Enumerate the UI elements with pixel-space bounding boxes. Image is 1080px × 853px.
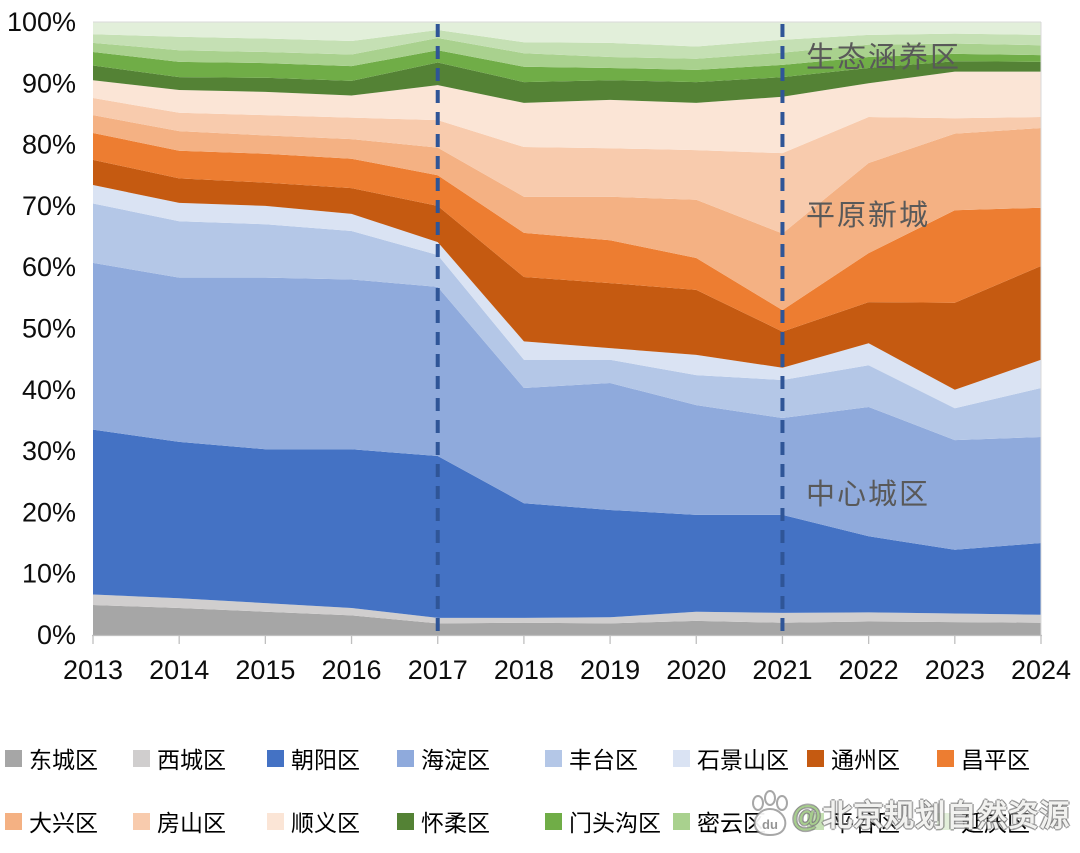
legend-item-tongzhou: 通州区 xyxy=(807,746,900,773)
x-axis-label: 2013 xyxy=(63,655,123,685)
area-daxing xyxy=(93,115,1041,311)
legend-label-tongzhou: 通州区 xyxy=(831,747,900,773)
y-axis-label: 10% xyxy=(22,559,76,589)
area-shunyi xyxy=(93,71,1041,154)
area-xicheng xyxy=(93,594,1041,624)
legend-label-haidian: 海淀区 xyxy=(421,747,490,773)
y-axis-label: 50% xyxy=(22,314,76,344)
legend-swatch-chaoyang xyxy=(267,749,284,767)
y-axis-label: 90% xyxy=(22,68,76,98)
baidu-paw-icon: du xyxy=(752,790,788,837)
x-axis-label: 2022 xyxy=(839,655,899,685)
legend-label-shunyi: 顺义区 xyxy=(291,810,360,836)
legend-swatch-mentougou xyxy=(545,812,562,830)
legend-swatch-shijingshan xyxy=(673,749,690,767)
legend-swatch-huairou xyxy=(397,812,414,830)
legend-item-huairou: 怀柔区 xyxy=(397,809,490,836)
legend-item-dongcheng: 东城区 xyxy=(5,746,98,773)
x-axis-label: 2015 xyxy=(235,655,295,685)
area-fangshan xyxy=(93,98,1041,234)
legend-item-daxing: 大兴区 xyxy=(5,809,98,836)
legend-item-changping: 昌平区 xyxy=(937,746,1030,773)
x-axis-label: 2019 xyxy=(580,655,640,685)
legend-item-fengtai: 丰台区 xyxy=(545,746,638,773)
legend-label-dongcheng: 东城区 xyxy=(29,747,98,773)
legend-swatch-xicheng xyxy=(133,749,150,767)
area-fengtai xyxy=(93,203,1041,441)
y-axis-label: 0% xyxy=(37,620,76,650)
y-axis-label: 40% xyxy=(22,375,76,405)
annotation-ecological-conservation-area: 生态涵养区 xyxy=(806,42,962,74)
y-axis-label: 30% xyxy=(22,436,76,466)
legend-swatch-dongcheng xyxy=(5,749,22,767)
x-axis-label: 2024 xyxy=(1011,655,1071,685)
legend-swatch-changping xyxy=(937,749,954,767)
stacked-area-chart: 0% 10% 20% 30% 40% 50% 60% 70% 80% 90% 100% 2013 201… xyxy=(7,7,1071,685)
area-tongzhou xyxy=(93,159,1041,390)
watermark-at-sign: @ xyxy=(792,800,823,833)
y-axis-label: 100% xyxy=(7,7,76,37)
legend-label-daxing: 大兴区 xyxy=(29,810,98,836)
area-dongcheng xyxy=(93,604,1041,635)
legend-item-shijingshan: 石景山区 xyxy=(673,746,789,773)
legend-label-fengtai: 丰台区 xyxy=(569,747,638,773)
annotation-plain-new-towns: 平原新城 xyxy=(806,200,931,232)
x-axis-label: 2018 xyxy=(494,655,554,685)
x-axis-label: 2021 xyxy=(752,655,812,685)
area-haidian xyxy=(93,262,1041,550)
legend-swatch-tongzhou xyxy=(807,749,824,767)
legend-label-fangshan: 房山区 xyxy=(157,810,226,836)
area-chaoyang xyxy=(93,429,1041,618)
legend-label-changping: 昌平区 xyxy=(961,747,1030,773)
legend-swatch-fangshan xyxy=(133,812,150,830)
y-axis-label: 80% xyxy=(22,130,76,160)
legend-label-chaoyang: 朝阳区 xyxy=(291,747,360,773)
x-axis-label: 2020 xyxy=(666,655,726,685)
legend-swatch-miyun xyxy=(673,812,690,830)
x-axis-label: 2017 xyxy=(408,655,468,685)
y-axis-label: 20% xyxy=(22,497,76,527)
x-axis-label: 2016 xyxy=(322,655,382,685)
paw-icon-label: du xyxy=(762,817,778,832)
area-pinggu xyxy=(93,29,1041,59)
legend-item-chaoyang: 朝阳区 xyxy=(267,746,360,773)
area-yanqing xyxy=(93,22,1041,47)
x-axis-label: 2014 xyxy=(149,655,209,685)
area-mentougou xyxy=(93,50,1041,83)
legend-item-mentougou: 门头沟区 xyxy=(545,809,661,836)
watermark-text: @北京规划自然资源 xyxy=(792,800,1071,833)
legend-label-mentougou: 门头沟区 xyxy=(569,810,661,836)
area-miyun xyxy=(93,37,1041,70)
legend-item-shunyi: 顺义区 xyxy=(267,809,360,836)
area-changping xyxy=(93,132,1041,332)
legend-item-xicheng: 西城区 xyxy=(133,746,226,773)
area-shijingshan xyxy=(93,185,1041,409)
legend-swatch-haidian xyxy=(397,749,414,767)
area-huairou xyxy=(93,61,1041,103)
legend-label-huairou: 怀柔区 xyxy=(421,810,490,836)
legend-swatch-fengtai xyxy=(545,749,562,767)
legend-item-haidian: 海淀区 xyxy=(397,746,490,773)
y-axis-label: 70% xyxy=(22,191,76,221)
legend-label-xicheng: 西城区 xyxy=(157,747,226,773)
annotation-central-urban-area: 中心城区 xyxy=(806,479,931,511)
legend-swatch-shunyi xyxy=(267,812,284,830)
watermark: du @北京规划自然资源 xyxy=(748,789,1070,837)
y-axis-label: 60% xyxy=(22,252,76,282)
legend-swatch-daxing xyxy=(5,812,22,830)
legend-item-fangshan: 房山区 xyxy=(133,809,226,836)
x-axis-label: 2023 xyxy=(925,655,985,685)
legend-label-shijingshan: 石景山区 xyxy=(697,747,789,773)
